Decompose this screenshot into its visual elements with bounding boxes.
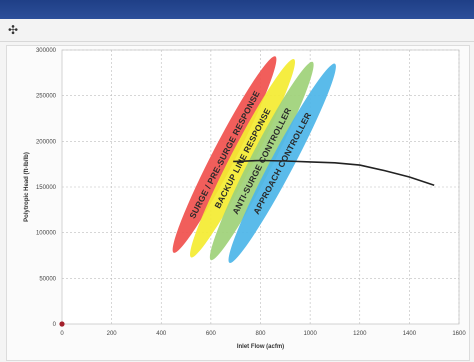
- origin-point: [59, 321, 65, 327]
- x-tick-label: 1600: [452, 331, 466, 337]
- x-tick-label: 600: [206, 331, 217, 337]
- toolbar: ✣: [0, 19, 474, 42]
- band-shape: [228, 63, 336, 263]
- x-axis-label: Inlet Flow (acfm): [237, 344, 284, 350]
- window-title-bar: [0, 0, 474, 19]
- tick-labels: 0 200 400 600 800 1000 1200 1400 1600 0 50000 10000…: [36, 48, 466, 337]
- pin-icon[interactable]: ✣: [8, 23, 19, 37]
- band-shape: [190, 58, 295, 258]
- series-lines: [59, 159, 435, 327]
- y-tick-label: 0: [53, 322, 57, 328]
- x-tick-label: 0: [60, 331, 64, 337]
- x-tick-label: 1200: [353, 331, 367, 337]
- x-tick-label: 1000: [303, 331, 317, 337]
- y-tick-label: 200000: [36, 139, 57, 145]
- y-tick-label: 250000: [36, 94, 57, 100]
- head-flow-curve: [233, 159, 435, 186]
- x-tick-label: 800: [255, 331, 266, 337]
- y-tick-label: 50000: [39, 276, 56, 282]
- y-axis-label: Polytropic Head (ft-lb/lb): [24, 152, 30, 222]
- x-tick-label: 200: [107, 331, 118, 337]
- y-tick-label: 150000: [36, 185, 57, 191]
- x-tick-label: 1400: [403, 331, 417, 337]
- y-tick-label: 100000: [36, 231, 57, 237]
- y-tick-label: 300000: [36, 48, 57, 54]
- band-shape: [172, 56, 277, 253]
- x-tick-label: 400: [156, 331, 167, 337]
